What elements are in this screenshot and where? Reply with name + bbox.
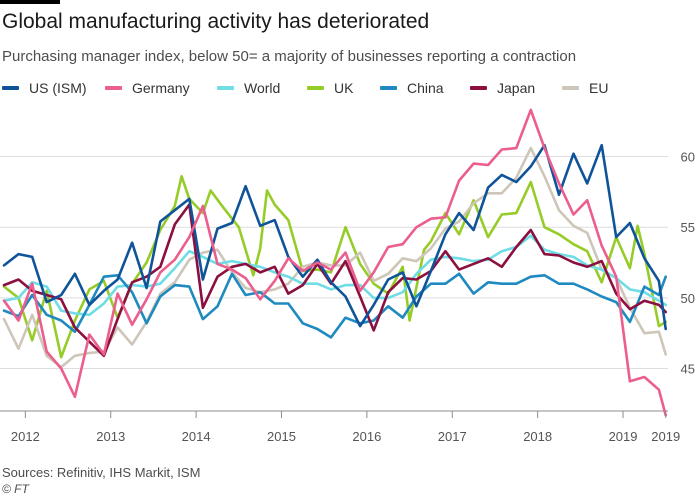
series-line-us bbox=[2, 143, 667, 331]
x-tick-label: 2015 bbox=[267, 429, 296, 444]
x-tick-label: 2018 bbox=[523, 429, 552, 444]
legend-swatch-china bbox=[380, 86, 397, 90]
legend-item-germany: Germany bbox=[105, 78, 190, 98]
chart-title: Global manufacturing activity has deteri… bbox=[2, 10, 430, 33]
x-tick-label: 2014 bbox=[182, 429, 211, 444]
legend-label-japan: Japan bbox=[497, 80, 536, 96]
legend-swatch-world bbox=[217, 86, 234, 90]
series-line-eu bbox=[2, 146, 667, 369]
series-line-china bbox=[2, 272, 667, 339]
legend-item-china: China bbox=[380, 78, 444, 98]
legend-swatch-us bbox=[2, 86, 19, 90]
series-line-germany bbox=[2, 108, 667, 417]
x-tick-label: 2013 bbox=[96, 429, 125, 444]
series-line-world bbox=[2, 234, 667, 317]
x-tick-label: 2017 bbox=[438, 429, 467, 444]
legend-item-us: US (ISM) bbox=[2, 78, 87, 98]
series-line-japan bbox=[2, 203, 667, 358]
y-tick-label: 55 bbox=[681, 220, 695, 235]
x-tick-label: 2019 bbox=[609, 429, 638, 444]
legend-item-uk: UK bbox=[307, 78, 353, 98]
legend-swatch-eu bbox=[562, 86, 579, 90]
x-axis-ticks: 2012 2013 2014 2015 2016 2017 2018 2019 2019 bbox=[11, 411, 680, 444]
legend-swatch-uk bbox=[307, 86, 324, 90]
x-tick-label: 2012 bbox=[11, 429, 40, 444]
series-lines bbox=[2, 108, 667, 417]
x-tick-label: 2019 bbox=[651, 429, 680, 444]
legend-label-us: US (ISM) bbox=[29, 80, 87, 96]
legend: US (ISM) Germany World UK China Japan EU bbox=[2, 78, 692, 98]
y-axis-ticks: 45 50 55 60 bbox=[681, 150, 695, 377]
legend-label-germany: Germany bbox=[132, 80, 190, 96]
legend-item-japan: Japan bbox=[470, 78, 535, 98]
legend-label-world: World bbox=[244, 80, 281, 96]
ft-credit: © FT bbox=[2, 482, 29, 496]
legend-swatch-japan bbox=[470, 86, 487, 90]
legend-label-uk: UK bbox=[334, 80, 354, 96]
legend-label-china: China bbox=[407, 80, 444, 96]
y-tick-label: 50 bbox=[681, 291, 695, 306]
legend-item-eu: EU bbox=[562, 78, 608, 98]
source-note: Sources: Refinitiv, IHS Markit, ISM bbox=[2, 465, 201, 480]
chart-subtitle: Purchasing manager index, below 50= a ma… bbox=[2, 48, 577, 65]
y-tick-label: 45 bbox=[681, 362, 695, 377]
legend-item-world: World bbox=[217, 78, 280, 98]
legend-label-eu: EU bbox=[589, 80, 609, 96]
x-tick-label: 2016 bbox=[352, 429, 381, 444]
y-tick-label: 60 bbox=[681, 150, 695, 165]
ft-top-bar bbox=[0, 0, 60, 4]
legend-swatch-germany bbox=[105, 86, 122, 90]
